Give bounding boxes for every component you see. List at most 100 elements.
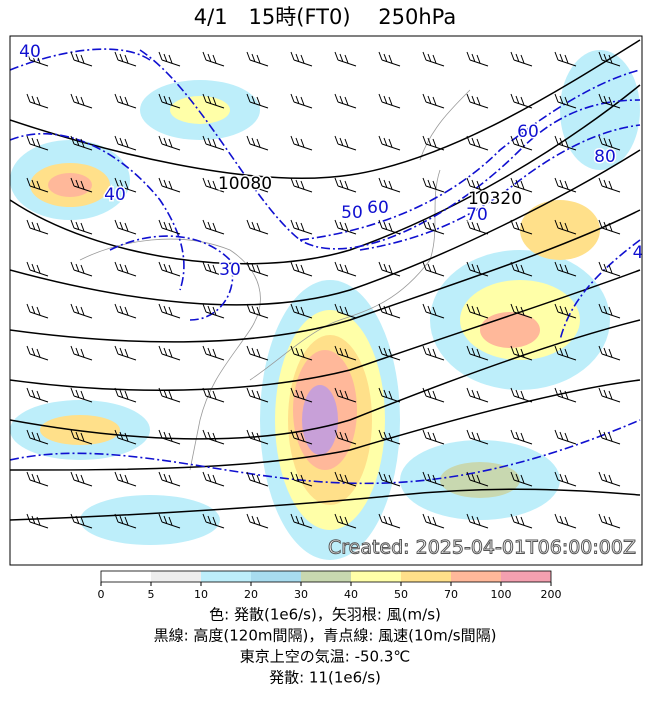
barb-stroke	[114, 177, 137, 193]
barb-stroke	[334, 471, 357, 487]
wind-speed-label: 4	[633, 243, 644, 263]
barb-stroke	[26, 345, 49, 361]
wind-barb	[70, 219, 93, 235]
barb-stroke	[70, 429, 93, 445]
barb-stroke	[643, 304, 651, 318]
barb-stroke	[643, 136, 651, 150]
wind-barb	[334, 303, 357, 319]
wind-barb	[378, 261, 401, 277]
barb-stroke	[114, 513, 137, 529]
barb-stroke	[466, 261, 489, 277]
barb-stroke	[466, 513, 489, 529]
wind-barb	[158, 261, 181, 277]
wind-barb	[466, 261, 489, 277]
wind-barb	[422, 135, 445, 151]
wind-barb	[158, 429, 181, 445]
wind-barb	[554, 471, 577, 487]
wind-barb	[246, 135, 269, 151]
wind-barb	[643, 94, 651, 108]
wind-barb	[510, 429, 533, 445]
colorbar-tick-label: 20	[244, 588, 258, 601]
wind-barb	[422, 303, 445, 319]
barb-stroke	[422, 345, 445, 361]
barb-stroke	[158, 471, 181, 487]
wind-barb	[70, 93, 93, 109]
colorbar-segment	[151, 571, 201, 582]
wind-barb	[202, 177, 225, 193]
wind-barb	[643, 220, 651, 234]
barb-stroke	[26, 177, 49, 193]
barb-stroke	[70, 177, 93, 193]
barb-stroke	[246, 429, 269, 445]
barb-stroke	[246, 387, 269, 403]
created-stamp: Created: 2025-04-01T06:00:00Z	[328, 537, 636, 559]
barb-stroke	[643, 472, 651, 486]
barb-stroke	[554, 429, 577, 445]
barb-stroke	[510, 303, 533, 319]
barb-stroke	[466, 177, 489, 193]
wind-barb	[598, 177, 621, 193]
wind-barb	[114, 51, 137, 67]
barb-stroke	[26, 135, 49, 151]
wind-barb	[158, 219, 181, 235]
wind-barb	[466, 513, 489, 529]
wind-barb	[378, 303, 401, 319]
barb-stroke	[598, 219, 621, 235]
barb-stroke	[26, 261, 49, 277]
barb-stroke	[598, 51, 621, 67]
wind-barb	[378, 51, 401, 67]
barb-stroke	[334, 429, 357, 445]
barb-stroke	[422, 51, 445, 67]
barb-stroke	[598, 429, 621, 445]
barb-stroke	[26, 51, 49, 67]
barb-stroke	[510, 387, 533, 403]
wind-barb	[70, 51, 93, 67]
barb-stroke	[510, 429, 533, 445]
wind-barb	[290, 513, 313, 529]
wind-barb	[246, 177, 269, 193]
wind-barb	[598, 219, 621, 235]
wind-barb	[643, 178, 651, 192]
wind-barb	[378, 387, 401, 403]
barb-stroke	[246, 93, 269, 109]
barb-stroke	[510, 177, 533, 193]
barb-stroke	[643, 262, 651, 276]
barb-stroke	[202, 219, 225, 235]
wind-barb	[114, 93, 137, 109]
barb-stroke	[378, 513, 401, 529]
barb-stroke	[246, 261, 269, 277]
barb-stroke	[510, 93, 533, 109]
barb-stroke	[510, 471, 533, 487]
colorbar-segment	[501, 571, 551, 582]
wind-barb	[70, 261, 93, 277]
barb-stroke	[378, 261, 401, 277]
barb-stroke	[422, 513, 445, 529]
wind-barb	[466, 51, 489, 67]
barb-stroke	[290, 93, 313, 109]
barb-stroke	[378, 219, 401, 235]
wind-barb	[422, 429, 445, 445]
wind-barb	[554, 51, 577, 67]
wind-barb	[114, 219, 137, 235]
wind-barb	[290, 387, 313, 403]
barb-stroke	[643, 346, 651, 360]
wind-barb	[202, 303, 225, 319]
wind-barb	[202, 93, 225, 109]
barb-stroke	[422, 93, 445, 109]
wind-barb	[202, 135, 225, 151]
wind-barb	[554, 135, 577, 151]
barb-stroke	[26, 387, 49, 403]
barb-stroke	[378, 429, 401, 445]
barb-stroke	[26, 429, 49, 445]
barb-stroke	[26, 471, 49, 487]
barb-stroke	[510, 513, 533, 529]
wind-barb	[114, 177, 137, 193]
wind-barb	[554, 93, 577, 109]
barb-stroke	[114, 135, 137, 151]
barb-stroke	[70, 135, 93, 151]
barb-stroke	[422, 429, 445, 445]
barb-stroke	[158, 261, 181, 277]
wind-barb	[422, 219, 445, 235]
wind-barb	[598, 387, 621, 403]
wind-barb	[26, 219, 49, 235]
